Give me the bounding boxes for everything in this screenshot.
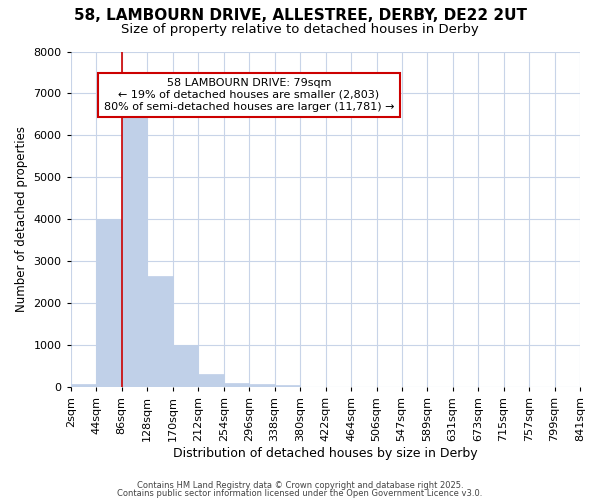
Bar	[224, 382, 249, 388]
Text: Size of property relative to detached houses in Derby: Size of property relative to detached ho…	[121, 22, 479, 36]
Text: Contains HM Land Registry data © Crown copyright and database right 2025.: Contains HM Land Registry data © Crown c…	[137, 481, 463, 490]
Bar	[249, 384, 275, 388]
Bar	[198, 374, 224, 388]
Bar	[122, 108, 147, 388]
Bar	[173, 346, 198, 388]
Bar	[71, 384, 96, 388]
Y-axis label: Number of detached properties: Number of detached properties	[15, 126, 28, 312]
Text: 58, LAMBOURN DRIVE, ALLESTREE, DERBY, DE22 2UT: 58, LAMBOURN DRIVE, ALLESTREE, DERBY, DE…	[74, 8, 527, 22]
Text: Contains public sector information licensed under the Open Government Licence v3: Contains public sector information licen…	[118, 488, 482, 498]
Text: 58 LAMBOURN DRIVE: 79sqm
← 19% of detached houses are smaller (2,803)
80% of sem: 58 LAMBOURN DRIVE: 79sqm ← 19% of detach…	[104, 78, 394, 112]
X-axis label: Distribution of detached houses by size in Derby: Distribution of detached houses by size …	[173, 447, 478, 460]
Bar	[96, 220, 122, 388]
Bar	[275, 385, 300, 388]
Bar	[147, 276, 173, 388]
